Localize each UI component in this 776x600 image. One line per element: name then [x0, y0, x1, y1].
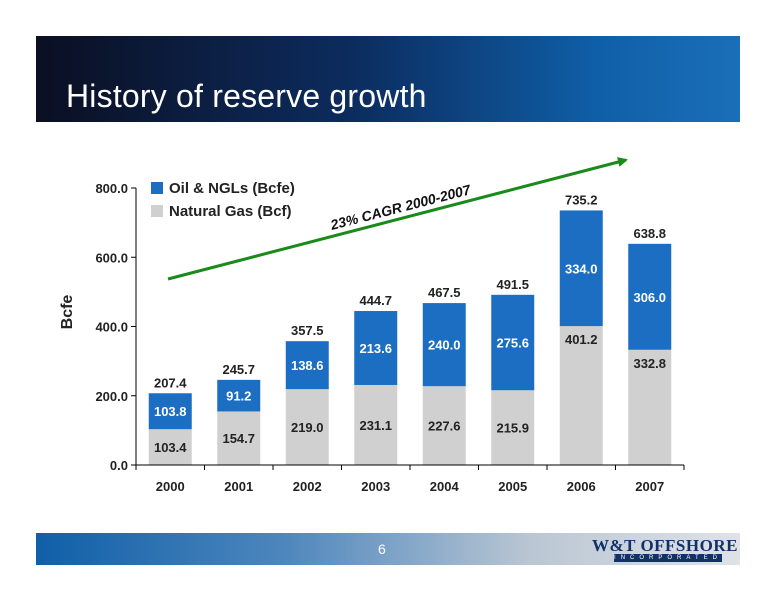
total-label-2001: 245.7: [222, 362, 255, 377]
data-label-oil-2001: 91.2: [226, 389, 251, 404]
bar-natural-gas-2002: [285, 389, 329, 465]
data-label-gas-2007: 332.8: [633, 356, 666, 371]
y-tick-label-0.0: 0.0: [110, 458, 128, 473]
data-label-oil-2002: 138.6: [291, 358, 324, 373]
total-label-2005: 491.5: [496, 277, 529, 292]
bar-oil-ngls-2002: [285, 341, 329, 390]
total-label-2007: 638.8: [633, 226, 666, 241]
data-label-gas-2000: 103.4: [154, 440, 187, 455]
data-label-gas-2005: 215.9: [496, 421, 529, 436]
data-label-gas-2002: 219.0: [291, 420, 324, 435]
x-tick-label-2000: 2000: [156, 479, 185, 494]
x-tick-label-2006: 2006: [567, 479, 596, 494]
bar-natural-gas-2007: [628, 349, 672, 465]
bar-oil-ngls-2001: [217, 379, 261, 412]
total-label-2003: 444.7: [359, 293, 392, 308]
bar-oil-ngls-2003: [354, 311, 398, 385]
bar-oil-ngls-2005: [491, 294, 535, 391]
data-label-oil-2006: 334.0: [565, 261, 598, 276]
logo-subtitle: INCORPORATED: [614, 554, 722, 562]
bar-natural-gas-2005: [491, 390, 535, 465]
company-logo: W&T OFFSHORE INCORPORATED: [576, 536, 737, 562]
x-tick-label-2005: 2005: [498, 479, 527, 494]
bar-natural-gas-2001: [217, 411, 261, 465]
growth-trend-arrow: [167, 157, 628, 281]
total-label-2000: 207.4: [154, 375, 187, 390]
total-label-2002: 357.5: [291, 323, 324, 338]
total-label-2004: 467.5: [428, 285, 461, 300]
bar-natural-gas-2000: [148, 429, 192, 465]
y-axis-title: Bcfe: [59, 295, 76, 330]
data-label-gas-2004: 227.6: [428, 419, 461, 434]
bar-natural-gas-2003: [354, 384, 398, 465]
data-label-oil-2007: 306.0: [633, 290, 666, 305]
data-label-gas-2003: 231.1: [359, 418, 392, 433]
bar-oil-ngls-2004: [422, 303, 466, 387]
bar-oil-ngls-2000: [148, 393, 192, 430]
header-band: [36, 36, 740, 122]
data-label-oil-2005: 275.6: [496, 336, 529, 351]
x-tick-label-2004: 2004: [430, 479, 460, 494]
bar-oil-ngls-2007: [628, 243, 672, 350]
bar-oil-ngls-2006: [559, 210, 603, 327]
x-tick-label-2001: 2001: [224, 479, 253, 494]
page-title: History of reserve growth: [66, 78, 427, 114]
bar-natural-gas-2006: [559, 326, 603, 465]
x-tick-label-2002: 2002: [293, 479, 322, 494]
legend-swatch-gas: [151, 205, 163, 217]
data-label-oil-2000: 103.8: [154, 404, 187, 419]
bar-natural-gas-2004: [422, 386, 466, 465]
y-tick-label-600.0: 600.0: [95, 250, 128, 265]
total-label-2006: 735.2: [565, 192, 598, 207]
legend-label-oil: Oil & NGLs (Bcfe): [169, 180, 295, 197]
data-label-oil-2004: 240.0: [428, 338, 461, 353]
reserve-growth-chart: 103.4 103.8 207.4 154.7 91.2 245.7 219.0 138.6 3…: [59, 157, 685, 494]
y-tick-label-200.0: 200.0: [95, 389, 128, 404]
y-tick-label-400.0: 400.0: [95, 320, 128, 335]
y-tick-label-800.0: 800.0: [95, 181, 128, 196]
data-label-oil-2003: 213.6: [359, 341, 392, 356]
legend-label-gas: Natural Gas (Bcf): [169, 203, 292, 220]
cagr-annotation: 23% CAGR 2000-2007: [328, 181, 474, 233]
legend-swatch-oil: [151, 182, 163, 194]
x-tick-label-2003: 2003: [361, 479, 390, 494]
x-tick-label-2007: 2007: [635, 479, 664, 494]
data-label-gas-2001: 154.7: [222, 431, 255, 446]
logo-wordmark: W&T OFFSHORE: [592, 536, 738, 555]
data-label-gas-2006: 401.2: [565, 332, 598, 347]
page-number: 6: [378, 541, 386, 557]
